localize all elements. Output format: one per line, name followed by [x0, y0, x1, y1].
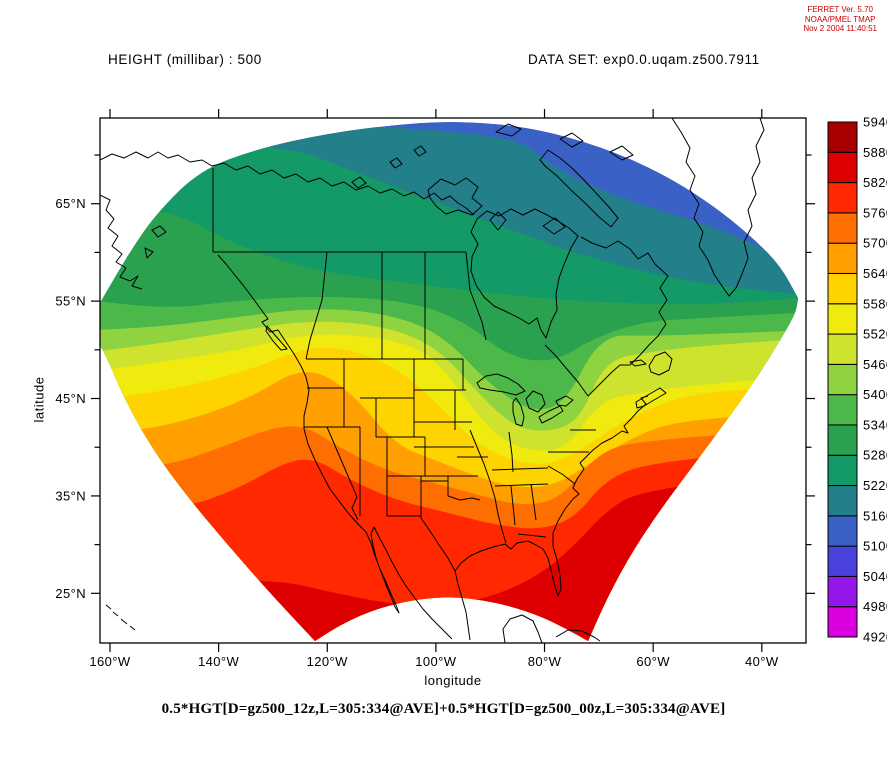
colorbar-label: 5160 — [863, 508, 887, 523]
credit-org: NOAA/PMEL TMAP — [804, 14, 876, 24]
colorbar-cell-5880 — [827, 121, 858, 153]
colorbar-cell-5820 — [827, 151, 858, 184]
coastline-newfoundland — [648, 351, 673, 376]
colorbar-cell-5520 — [827, 303, 858, 335]
colorbar-label: 5460 — [863, 357, 887, 372]
x-tick-label: 160°W — [89, 654, 130, 669]
colorbar-label: 5700 — [863, 236, 887, 251]
y-tick-label: 65°N — [55, 196, 86, 211]
colorbar-cell-5100 — [827, 515, 858, 547]
axis-ticks — [91, 109, 815, 652]
colorbar-cell-5160 — [827, 485, 858, 517]
colorbar-label: 5940 — [863, 115, 887, 130]
x-tick-label: 140°W — [198, 654, 239, 669]
colorbar-cell-5580 — [827, 272, 858, 305]
colorbar-cell-4980 — [827, 575, 858, 608]
plot-frame — [99, 117, 807, 644]
colorbar-label: 5820 — [863, 175, 887, 190]
border-us-states — [304, 359, 596, 572]
plot-title: HEIGHT (millibar) : 500 — [108, 52, 262, 67]
colorbar-cell-5640 — [827, 242, 858, 274]
colorbar-label: 5220 — [863, 478, 887, 493]
colorbar-label: 4920 — [863, 630, 887, 645]
colorbar-cell-4920 — [827, 606, 858, 638]
colorbar-label: 5580 — [863, 296, 887, 311]
dataset-label: DATA SET: exp0.0.uqam.z500.7911 — [528, 52, 760, 67]
colorbar-cell-5040 — [827, 545, 858, 577]
contour-band-5820 — [100, 470, 798, 641]
ferret-credit: FERRET Ver. 5.70 NOAA/PMEL TMAP Nov 2 20… — [803, 5, 877, 34]
variable-expression: 0.5*HGT[D=gz500_12z,L=305:334@AVE]+0.5*H… — [161, 701, 726, 717]
border-canada — [212, 168, 589, 397]
y-tick-label: 45°N — [55, 391, 86, 406]
x-tick-label: 80°W — [528, 654, 562, 669]
coastline-maritimes — [629, 359, 667, 409]
colorbar-cell-5220 — [827, 454, 858, 487]
colorbar-label: 5040 — [863, 569, 887, 584]
coastline-bering — [100, 194, 167, 290]
coastline-yucatan-cuba — [502, 614, 601, 643]
coastline-gulf-east — [454, 395, 649, 641]
colorbar-cell-5700 — [827, 212, 858, 244]
colorbar-label: 5880 — [863, 145, 887, 160]
colorbar-label: 5340 — [863, 417, 887, 432]
x-tick-label: 120°W — [307, 654, 348, 669]
coastline-hudson-bay — [470, 208, 579, 339]
colorbar-label: 5640 — [863, 266, 887, 281]
y-tick-label: 25°N — [55, 586, 86, 601]
y-axis-label: latitude — [31, 376, 47, 423]
contour-bands — [100, 122, 798, 641]
colorbar-cell-5400 — [827, 363, 858, 396]
colorbar-label: 5100 — [863, 539, 887, 554]
coastline-great-lakes — [476, 373, 574, 427]
coastline-labrador-quebec — [580, 236, 669, 397]
colorbar-label: 5400 — [863, 387, 887, 402]
credit-version: FERRET Ver. 5.70 — [807, 5, 873, 14]
coastline-hawaii — [105, 604, 136, 631]
colorbar-label: 5280 — [863, 448, 887, 463]
colorbar-label: 5520 — [863, 327, 887, 342]
y-tick-label: 55°N — [55, 294, 86, 309]
map-outlines — [100, 118, 765, 643]
x-tick-label: 100°W — [415, 654, 456, 669]
coastline-west — [217, 254, 453, 640]
coastline-arctic-islands — [351, 123, 634, 235]
credit-timestamp: Nov 2 2004 11:40:51 — [803, 24, 877, 33]
colorbar: 4920 4980 5040 5100 5160 5220 5280 5340 5400 5460… — [827, 115, 887, 645]
colorbar-cell-5460 — [827, 333, 858, 365]
x-axis-label: longitude — [424, 673, 482, 688]
coastline-vancouver-island — [265, 325, 288, 351]
coastline-greenland — [671, 118, 765, 297]
y-tick-label: 35°N — [55, 488, 86, 503]
coastline-alaska-arctic — [100, 151, 475, 216]
colorbar-cell-5760 — [827, 182, 858, 214]
colorbar-label: 5760 — [863, 205, 887, 220]
colorbar-cell-5280 — [827, 424, 858, 456]
x-tick-label: 40°W — [745, 654, 779, 669]
colorbar-cell-5340 — [827, 394, 858, 426]
x-tick-label: 60°W — [636, 654, 670, 669]
colorbar-label: 4980 — [863, 599, 887, 614]
